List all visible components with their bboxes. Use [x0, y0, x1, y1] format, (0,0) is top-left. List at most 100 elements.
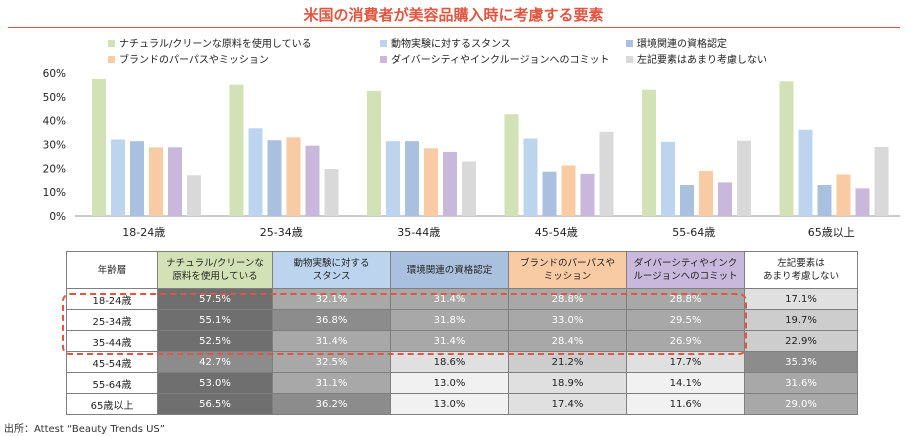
bar: [92, 78, 106, 216]
bar: [504, 114, 519, 216]
x-tick-label: 25-34歳: [260, 226, 303, 239]
table-column-header: 動物実験に対する スタンス: [272, 251, 391, 289]
table-cell: 31.6%: [744, 372, 858, 394]
table-row: 55-64歳 53.0% 31.1% 13.0% 18.9% 14.1% 31.6%: [66, 372, 858, 394]
table-cell: 29.0%: [744, 393, 858, 415]
table-column-header: 左記要素は あまり考慮しない: [744, 251, 858, 289]
bar: [561, 165, 576, 216]
legend-swatch: [380, 40, 387, 47]
bar: [817, 185, 832, 216]
row-label: 45-54歳: [66, 351, 158, 373]
legend-swatch: [108, 56, 115, 63]
y-tick-label: 10%: [43, 187, 66, 199]
bar: [599, 131, 614, 216]
table-column-header: ナチュラル/クリーンな 原料を使用している: [157, 251, 273, 289]
bar: [642, 89, 656, 216]
y-tick-label: 30%: [43, 140, 66, 152]
bar: [580, 173, 595, 216]
legend-swatch: [626, 40, 633, 47]
table-cell: 13.0%: [390, 372, 509, 394]
y-tick-label: 0%: [49, 211, 66, 223]
bar: [424, 148, 438, 216]
row-label: 65歳以上: [66, 393, 158, 415]
bar: [737, 140, 751, 216]
table-cell: 35.3%: [744, 351, 858, 373]
bar: [386, 141, 400, 216]
legend-label: 左記要素はあまり考慮しない: [637, 53, 767, 66]
y-tick-label: 50%: [43, 92, 66, 104]
table-cell: 22.9%: [744, 330, 858, 352]
x-tick-label: 55-64歳: [672, 226, 715, 239]
legend-swatch: [380, 56, 387, 63]
bar: [111, 139, 125, 216]
table-cell: 17.4%: [508, 393, 627, 415]
bar: [229, 84, 244, 216]
table-cell: 29.5%: [626, 309, 745, 331]
data-table: 年齢層 ナチュラル/クリーンな 原料を使用している 動物実験に対する スタンス 環境関連の…: [66, 251, 858, 415]
x-tick-label: 45-54歳: [535, 226, 578, 239]
bar: [187, 175, 201, 216]
table-cell: 55.1%: [157, 309, 273, 331]
bar: [305, 145, 320, 216]
table-corner-header: 年齢層: [66, 251, 158, 289]
table-body: 18-24歳 57.5% 32.1% 31.4% 28.8% 28.8% 17.1% 25-3…: [66, 288, 858, 415]
table-column-header: ダイバーシティやインク ルージョンへのコミット: [626, 251, 745, 289]
table-column-header: 環境関連の資格認定: [390, 251, 509, 289]
bar: [718, 182, 732, 216]
bar: [836, 174, 851, 216]
legend-label: 環境関連の資格認定: [637, 37, 727, 50]
bar: [462, 161, 476, 216]
table-cell: 28.4%: [508, 330, 627, 352]
bar: [443, 151, 457, 216]
table-cell: 32.5%: [272, 351, 391, 373]
bar: [367, 90, 381, 216]
table-column-header: ブランドのパーパスや ミッション: [508, 251, 627, 289]
table-cell: 18.9%: [508, 372, 627, 394]
bar: [855, 188, 870, 216]
source-note: 出所：Attest “Beauty Trends US”: [4, 424, 165, 435]
table-cell: 19.7%: [744, 309, 858, 331]
table-cell: 31.1%: [272, 372, 391, 394]
table-cell: 14.1%: [626, 372, 745, 394]
bar: [680, 185, 694, 216]
row-label: 25-34歳: [66, 309, 158, 331]
row-label: 35-44歳: [66, 330, 158, 352]
table-cell: 13.0%: [390, 393, 509, 415]
legend-label: ナチュラル/クリーンな原料を使用している: [119, 37, 312, 50]
y-tick-label: 20%: [43, 163, 66, 175]
bar: [286, 137, 301, 216]
table-cell: 36.2%: [272, 393, 391, 415]
table-cell: 56.5%: [157, 393, 273, 415]
table-cell: 11.6%: [626, 393, 745, 415]
bar: [699, 170, 713, 216]
bar: [248, 128, 263, 216]
legend-label: 動物実験に対するスタンス: [391, 37, 511, 50]
table-cell: 17.1%: [744, 288, 858, 310]
table-cell: 18.6%: [390, 351, 509, 373]
table-cell: 52.5%: [157, 330, 273, 352]
row-label: 55-64歳: [66, 372, 158, 394]
legend-label: ブランドのパーパスやミッション: [119, 53, 269, 66]
y-tick-label: 40%: [43, 116, 66, 128]
legend-label: ダイバーシティやインクルージョンへのコミット: [391, 53, 610, 66]
bar: [542, 171, 557, 216]
table-row: 65歳以上 56.5% 36.2% 13.0% 17.4% 11.6% 29.0%: [66, 393, 858, 415]
bar: [149, 147, 163, 216]
bar: [798, 129, 813, 216]
x-tick-label: 65歳以上: [808, 226, 855, 239]
highlight-box: [62, 293, 747, 355]
x-tick-label: 18-24歳: [122, 226, 165, 239]
table-header-row: 年齢層 ナチュラル/クリーンな 原料を使用している 動物実験に対する スタンス 環境関連の…: [66, 251, 858, 289]
bar: [130, 141, 144, 216]
table-cell: 36.8%: [272, 309, 391, 331]
bar: [523, 138, 538, 216]
title-underline: [8, 27, 900, 28]
bar: [405, 141, 419, 216]
bar: [661, 141, 675, 216]
bar-chart: ナチュラル/クリーンな原料を使用している 動物実験に対するスタンス 環境関連の資格認…: [43, 37, 900, 239]
table-cell: 26.9%: [626, 330, 745, 352]
legend-swatch: [626, 56, 633, 63]
table-row: 25-34歳 55.1% 36.8% 31.8% 33.0% 29.5% 19.7%: [66, 309, 858, 331]
bar: [168, 147, 182, 216]
legend-swatch: [108, 40, 115, 47]
